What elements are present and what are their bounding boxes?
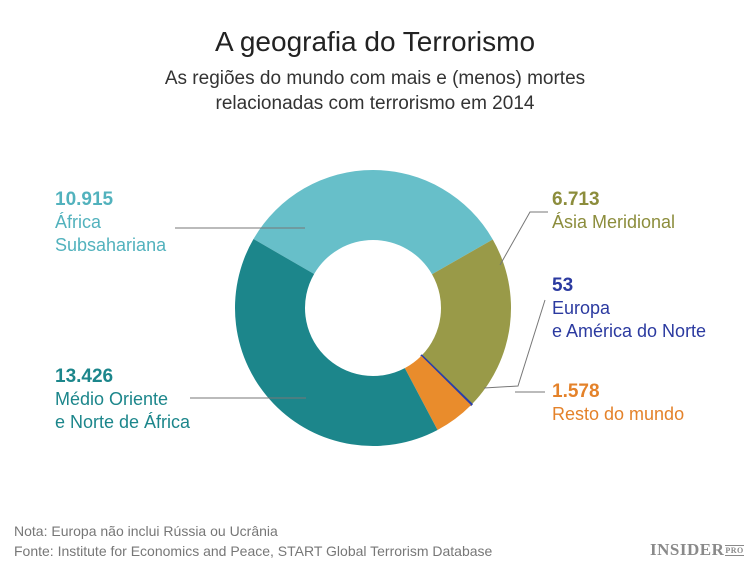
value-label: 53 [552,275,574,296]
subtitle-line-2: relacionadas com terrorismo em 2014 [215,93,535,114]
category-label: Médio Oriente [55,389,169,409]
footnote: Nota: Europa não inclui Rússia ou Ucrâni… [14,521,492,561]
value-label: 6.713 [552,189,600,210]
leader-line [499,211,548,266]
leader-line [483,299,546,389]
value-label: 10.915 [55,189,114,210]
value-label: 13.426 [55,366,114,387]
category-label: Resto do mundo [552,404,685,424]
category-label: Ásia Meridional [552,212,676,232]
category-label: África [55,212,102,232]
subtitle-line-1: As regiões do mundo com mais e (menos) m… [164,68,586,89]
chart-subtitle: As regiões do mundo com mais e (menos) m… [0,66,750,116]
chart-title: A geografia do Terrorismo [214,26,536,57]
donut-slice [421,239,512,405]
category-label: e Norte de África [55,412,191,432]
label-medio-oriente: 13.426 Médio Oriente e Norte de África [55,365,190,434]
label-africa-subsahariana: 10.915 África Subsahariana [55,188,166,257]
category-label: e América do Norte [552,321,707,341]
source-text: Fonte: Institute for Economics and Peace… [14,543,493,559]
label-asia-meridional: 6.713 Ásia Meridional [552,188,675,234]
value-label: 1.578 [552,381,600,402]
label-resto-do-mundo: 1.578 Resto do mundo [552,380,684,426]
donut-slice [404,355,472,430]
category-label: Europa [552,298,611,318]
category-label: Subsahariana [55,235,167,255]
note-text: Nota: Europa não inclui Rússia ou Ucrâni… [14,523,278,539]
label-europa-america: 53 Europa e América do Norte [552,274,706,343]
donut-slice [253,170,493,275]
insider-pro-logo: INSIDERPRO [650,540,744,559]
donut-slice [235,239,438,446]
